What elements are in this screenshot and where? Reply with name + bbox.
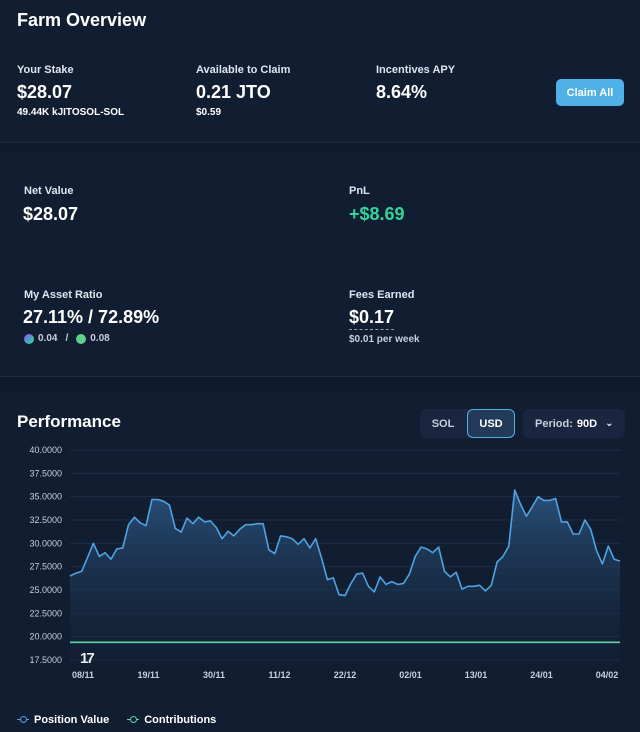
x-tick-label: 02/01 [399, 670, 422, 680]
y-tick-label: 22.5000 [29, 608, 62, 618]
divider [0, 376, 640, 377]
x-tick-label: 30/11 [203, 670, 225, 680]
asset-amounts: 0.04 / 0.08 [24, 333, 110, 344]
performance-panel: Performance SOL USD Period: 90D ⌄ 17.500… [0, 392, 640, 732]
legend-contributions[interactable]: Contributions [127, 714, 216, 726]
farm-overview-panel: Farm Overview Your Stake $28.07 49.44K k… [0, 0, 640, 142]
net-value-value: $28.07 [23, 204, 79, 224]
page-title: Farm Overview [17, 10, 147, 30]
position-value-area [70, 490, 620, 660]
your-stake-tokens: 49.44K kJITOSOL-SOL [17, 107, 125, 118]
x-tick-label: 04/02 [596, 670, 619, 680]
period-value: 90D [576, 417, 598, 430]
sol-token-icon [24, 333, 34, 344]
period-select[interactable]: Period: 90D ⌄ [523, 409, 625, 438]
asset-ratio-label: My Asset Ratio [24, 289, 103, 301]
tradingview-logo: 17 [80, 650, 95, 667]
asset-ratio-value: 27.11% / 72.89% [23, 307, 160, 327]
currency-toggle: SOL USD [420, 409, 515, 438]
x-tick-label: 22/12 [334, 670, 357, 680]
legend-position-value[interactable]: Position Value [17, 714, 109, 726]
sol-amount: 0.04 [38, 333, 58, 344]
jito-amount: 0.08 [90, 333, 110, 344]
fees-earned-label: Fees Earned [349, 289, 415, 301]
y-tick-label: 37.5000 [29, 468, 62, 478]
legend-line-icon [17, 716, 29, 724]
your-stake-value: $28.07 [17, 82, 73, 102]
y-tick-label: 35.0000 [29, 492, 62, 502]
available-claim-value: 0.21 JTO [196, 82, 271, 102]
performance-chart[interactable]: 17.5000 20.0000 22.5000 25.0000 27.5000 30.00… [0, 444, 640, 709]
divider [0, 142, 640, 143]
legend-contributions-label: Contributions [144, 714, 217, 726]
fees-earned-value[interactable]: $0.17 [349, 307, 395, 330]
metrics-panel: Net Value $28.07 PnL +$8.69 My Asset Rat… [0, 153, 640, 376]
your-stake-label: Your Stake [17, 64, 74, 76]
net-value-label: Net Value [24, 185, 74, 197]
y-tick-label: 30.0000 [29, 538, 62, 548]
your-stake-stat: Your Stake $28.07 49.44K kJITOSOL-SOL [17, 64, 124, 118]
y-tick-label: 17.5000 [29, 655, 62, 665]
position-value-line [69, 489, 621, 597]
jito-token-icon [76, 333, 87, 344]
y-tick-label: 27.5000 [29, 562, 62, 572]
amount-separator: / [65, 333, 69, 344]
pnl-value: +$8.69 [349, 204, 405, 224]
pnl-label: PnL [349, 185, 370, 197]
y-tick-label: 32.5000 [29, 515, 62, 525]
toggle-usd-button[interactable]: USD [467, 409, 515, 438]
available-claim-stat: Available to Claim 0.21 JTO $0.59 [196, 64, 290, 118]
fees-per-week: $0.01 per week [349, 334, 420, 345]
toggle-sol-button[interactable]: SOL [431, 417, 455, 430]
legend-line-icon [127, 716, 140, 724]
y-tick-label: 20.0000 [29, 632, 62, 642]
y-tick-label: 25.0000 [29, 585, 62, 595]
x-tick-label: 19/11 [137, 670, 159, 680]
x-tick-label: 08/11 [72, 670, 94, 680]
incentives-apy-stat: Incentives APY 8.64% [376, 64, 455, 103]
chart-legend: Position Value Contributions [17, 714, 216, 726]
x-tick-label: 24/01 [530, 670, 553, 680]
claim-all-button[interactable]: Claim All [556, 79, 624, 106]
available-claim-label: Available to Claim [196, 64, 291, 76]
period-label: Period: [535, 417, 573, 430]
x-tick-label: 13/01 [465, 670, 488, 680]
chevron-down-icon: ⌄ [605, 418, 614, 429]
legend-position-value-label: Position Value [34, 714, 110, 726]
x-tick-label: 11/12 [268, 670, 290, 680]
incentives-apy-value: 8.64% [376, 82, 428, 102]
performance-title: Performance [17, 412, 121, 431]
incentives-apy-label: Incentives APY [376, 64, 456, 76]
available-claim-usd: $0.59 [196, 107, 222, 118]
y-tick-label: 40.0000 [29, 445, 62, 455]
